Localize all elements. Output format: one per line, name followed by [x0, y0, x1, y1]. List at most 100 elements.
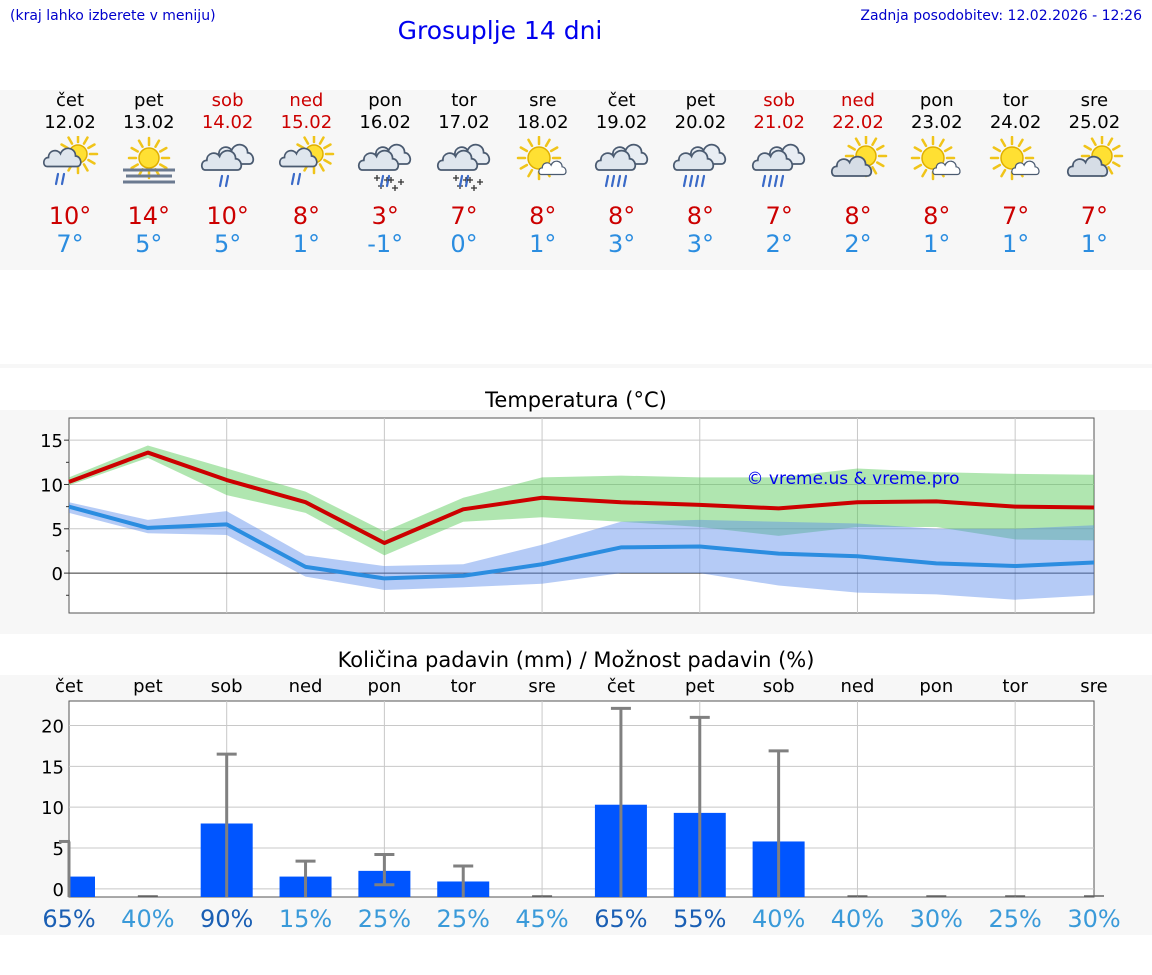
max-temperature: 8°	[607, 202, 636, 230]
snow-shape	[388, 177, 405, 191]
min-temperature: 0°	[450, 230, 478, 258]
cloud-shape	[42, 147, 82, 168]
error-bar	[689, 715, 710, 897]
cloudy-rain-icon	[594, 143, 648, 188]
day-column: pet 20.02 8° 3°	[660, 90, 740, 258]
x-category-label: ned	[841, 676, 875, 697]
sun-fog-icon	[122, 136, 175, 184]
cloud-shape	[594, 149, 636, 171]
max-temperature: 3°	[371, 202, 399, 230]
precipitation-probability: 65%	[594, 905, 647, 933]
cloudy-rain-icon	[673, 143, 727, 188]
day-name: čet	[55, 90, 85, 111]
day-date: 18.02	[517, 112, 569, 133]
cloudy-rain-snow-icon	[358, 143, 412, 191]
sun-small-cloud-icon	[910, 136, 961, 181]
day-name: pon	[919, 90, 954, 111]
error-bar	[768, 749, 789, 897]
day-column: sre 18.02 8° 1°	[503, 90, 583, 258]
plot-area	[68, 417, 1095, 614]
cloud-shape	[932, 160, 961, 176]
cloud-shape	[673, 149, 715, 171]
day-name: sre	[529, 90, 557, 111]
error-bar	[453, 864, 474, 897]
precipitation-probability: 15%	[279, 905, 332, 933]
day-name: pet	[685, 90, 716, 111]
precipitation-chart-title: Količina padavin (mm) / Možnost padavin …	[337, 648, 815, 672]
day-date: 14.02	[201, 112, 254, 133]
max-temperature-line	[68, 450, 1095, 545]
day-name: sre	[1080, 90, 1109, 111]
precipitation-bar	[69, 876, 95, 897]
day-column: ned 15.02 8° 1°	[266, 90, 346, 258]
day-column: ned 22.02 8° 2°	[818, 90, 898, 258]
error-bar	[374, 853, 395, 887]
day-column: pon 23.02 8° 1°	[897, 90, 977, 258]
precipitation-probability: 90%	[200, 905, 253, 933]
min-temperature: 1°	[1001, 230, 1030, 258]
precipitation-probability: 30%	[1067, 905, 1120, 933]
precipitation-probability: 45%	[515, 905, 568, 933]
day-name: pet	[134, 90, 164, 111]
rain-shape	[762, 174, 785, 188]
y-tick-label: 10	[40, 475, 63, 496]
day-name: čet	[607, 90, 636, 111]
day-column: sob 21.02 7° 2°	[739, 90, 819, 258]
precipitation-probability: 65%	[42, 905, 95, 933]
cloud-shape	[1010, 160, 1040, 176]
rain-shape	[54, 172, 66, 186]
y-tick-label: 15	[40, 431, 63, 452]
day-name: sob	[763, 90, 796, 111]
min-temperature: 3°	[607, 230, 636, 258]
day-name: sob	[211, 90, 244, 111]
max-temperature: 7°	[765, 202, 793, 230]
rain-shape	[458, 174, 470, 188]
sun-shape	[127, 136, 171, 180]
x-category-label: ned	[289, 676, 323, 697]
min-temperature: -1°	[367, 230, 404, 258]
day-date: 12.02	[44, 112, 96, 133]
max-temperature: 8°	[292, 202, 321, 230]
partly-cloudy-light-rain-icon	[42, 136, 99, 186]
rain-shape	[291, 172, 302, 186]
max-temperature: 8°	[844, 202, 872, 230]
y-tick-label: 0	[52, 564, 63, 585]
max-temperature: 7°	[1080, 202, 1109, 230]
precipitation-probability: 25%	[358, 905, 411, 933]
sun-small-cloud-icon	[516, 136, 567, 181]
day-name: tor	[451, 90, 477, 111]
day-date: 13.02	[123, 112, 175, 133]
rain-shape	[683, 174, 706, 188]
min-temperature: 1°	[1080, 230, 1109, 258]
max-temperature: 7°	[1001, 202, 1030, 230]
error-bar	[59, 839, 71, 897]
min-temperature: 3°	[686, 230, 715, 258]
day-column: pon 16.02 3° -1°	[345, 90, 425, 258]
x-category-label: sob	[763, 676, 795, 697]
precipitation-probability: 55%	[673, 905, 726, 933]
precipitation-probability: 25%	[437, 905, 490, 933]
y-tick-label: 15	[41, 757, 64, 778]
day-date: 24.02	[989, 112, 1042, 133]
rain-shape	[218, 174, 229, 188]
max-temperature: 10°	[48, 202, 92, 230]
x-category-label: tor	[1002, 676, 1028, 697]
x-category-label: pet	[133, 676, 163, 697]
separator	[0, 364, 1152, 368]
page-title: Grosuplje 14 dni	[397, 16, 603, 45]
day-name: pon	[368, 90, 403, 111]
x-category-label: čet	[607, 676, 635, 697]
sun-small-cloud-icon	[989, 136, 1040, 181]
cloud-shape	[436, 149, 479, 171]
watermark: © vreme.us & vreme.pro	[746, 469, 959, 489]
x-category-label: pon	[367, 676, 401, 697]
y-tick-label: 5	[52, 520, 63, 541]
day-column: pet 13.02 14° 5°	[109, 90, 189, 258]
x-category-label: pet	[685, 676, 715, 697]
day-column: čet 19.02 8° 3°	[582, 90, 662, 258]
day-column: sob 14.02 10° 5°	[188, 90, 268, 258]
min-temperature: 2°	[844, 230, 872, 258]
rain-shape	[604, 174, 627, 188]
precipitation-probability: 30%	[910, 905, 963, 933]
cloud-shape	[279, 147, 318, 168]
